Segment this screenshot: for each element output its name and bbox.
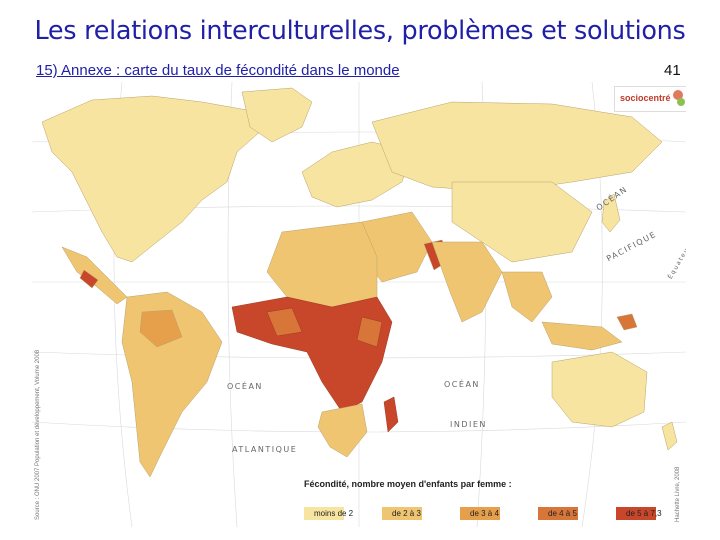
- legend-swatch: [616, 507, 656, 520]
- legend-swatch: [460, 507, 500, 520]
- slide-subtitle: 15) Annexe : carte du taux de fécondité …: [36, 62, 400, 79]
- legend-label: de 4 à 5: [548, 509, 577, 518]
- ocean-label-atlantic-2: ATLANTIQUE: [232, 445, 298, 454]
- slide-title: Les relations interculturelles, problème…: [34, 16, 686, 46]
- legend-swatch: [304, 507, 344, 520]
- legend-label: de 5 à 7,3: [626, 509, 662, 518]
- ocean-label-indian-2: INDIEN: [450, 420, 487, 429]
- legend-swatch: [382, 507, 422, 520]
- logo-mark-leaf: [677, 98, 685, 106]
- world-fertility-map: sociocentré OCÉAN PACIFIQUE OCÉAN ATLANT…: [32, 82, 686, 527]
- world-map-graphic: [32, 82, 686, 527]
- legend-swatch: [538, 507, 578, 520]
- legend-title: Fécondité, nombre moyen d'enfants par fe…: [304, 479, 512, 489]
- page-number: 41: [664, 62, 681, 79]
- legend-label: moins de 2: [314, 509, 354, 518]
- logo-mark: [673, 90, 683, 100]
- ocean-label-indian-1: OCÉAN: [444, 380, 480, 389]
- source-note: Source : ONU 2007 Population et développ…: [35, 349, 41, 520]
- legend-label: de 3 à 4: [470, 509, 499, 518]
- sociocentre-logo: sociocentré: [614, 86, 686, 112]
- map-legend: Fécondité, nombre moyen d'enfants par fe…: [304, 479, 684, 525]
- ocean-label-atlantic-1: OCÉAN: [227, 382, 263, 391]
- legend-label: de 2 à 3: [392, 509, 421, 518]
- logo-text: sociocentré: [620, 93, 671, 103]
